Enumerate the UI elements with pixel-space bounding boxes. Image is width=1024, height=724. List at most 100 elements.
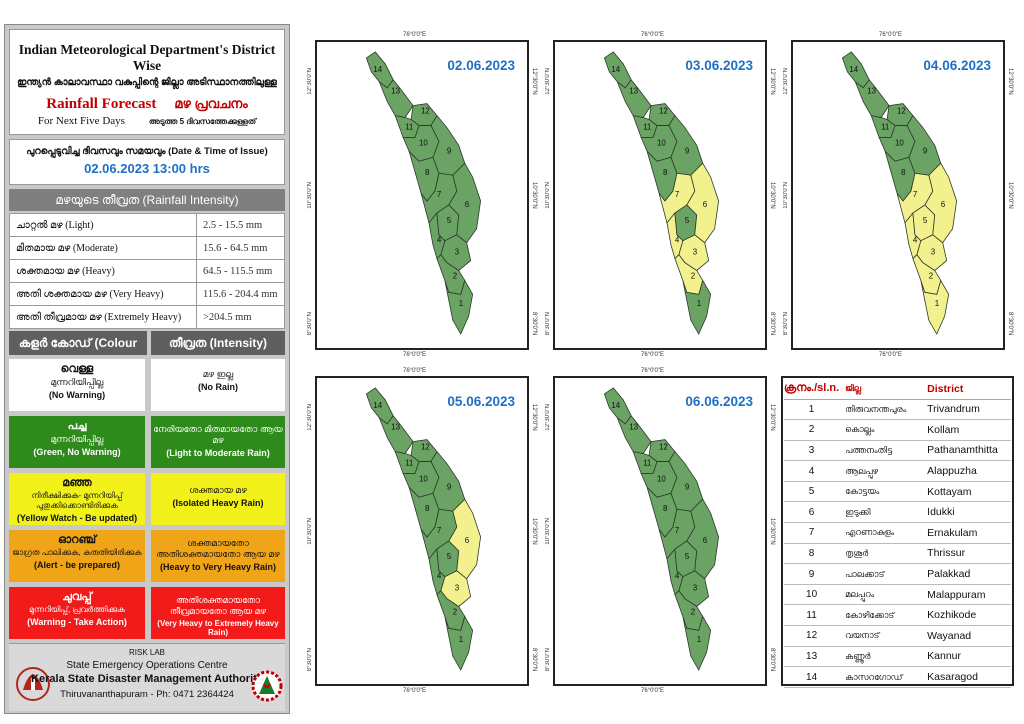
district-12: [648, 439, 676, 462]
lon-label-bottom: 76°0'0"E: [403, 688, 427, 694]
code-green: പച്ച മുന്നറിയിപ്പില്ല (Green, No Warning…: [9, 416, 145, 468]
district-number-label: 5: [685, 216, 690, 225]
intensity-label: അതി തീവ്രമായ മഴ (Extremely Heavy): [9, 305, 197, 329]
district-number: 13: [784, 646, 840, 668]
address-label: Thiruvananthapuram - Ph: 0471 2364424: [60, 689, 234, 700]
district-number-label: 10: [895, 138, 904, 147]
ksdma-label: Kerala State Disaster Management Authori…: [31, 673, 263, 685]
district-number-label: 4: [675, 236, 680, 245]
district-number: 8: [784, 543, 840, 565]
ksdma-logo-icon: [251, 670, 283, 702]
intensity-desc-ml: ശക്തമായ മഴ: [189, 485, 247, 495]
intensity-heading: മഴയുടെ തീവ്രത (Rainfall Intensity): [9, 189, 285, 211]
district-number-label: 5: [685, 552, 690, 561]
table-row: 7 എറണാകുളം Ernakulam: [784, 522, 1011, 544]
district-name-en: Kottayam: [923, 481, 1011, 503]
district-name-ml: കാസറഗോഡ്: [839, 666, 924, 688]
district-number-label: 10: [419, 138, 428, 147]
district-number-label: 8: [663, 504, 668, 513]
map-day-1: 02.06.2023 1 2 3 4 5 6 7 8 9 10 11 12 13 14 76°0'0"E 76…: [307, 32, 537, 358]
seoc-label: State Emergency Operations Centre: [66, 660, 228, 671]
table-row: 4 ആലപ്പുഴ Alappuzha: [784, 460, 1011, 482]
lat-label-top-right: 12°30'0"N: [1007, 68, 1013, 95]
map-date: 04.06.2023: [923, 58, 991, 73]
issue-box: പുറപ്പെടുവിച്ച ദിവസവും സമയവും (Date & Ti…: [9, 139, 285, 185]
issue-label: പുറപ്പെടുവിച്ച ദിവസവും സമയവും (Date & Ti…: [26, 146, 268, 157]
lat-label-mid-right: 10°30'0"N: [1007, 182, 1013, 209]
district-name-en: Ernakulam: [923, 522, 1011, 544]
district-name-ml: തൃശൂർ: [839, 543, 924, 565]
col-serial: ക്രനം./sl.n.: [784, 379, 840, 400]
title-en: Indian Meteorological Department's Distr…: [18, 42, 276, 73]
district-number-label: 6: [703, 536, 708, 545]
district-14: [603, 387, 632, 425]
lat-label-top: 12°30'0"N: [307, 68, 313, 95]
intensity-range: 64.5 - 115.5 mm: [196, 259, 285, 283]
lat-label-mid: 10°30'0"N: [545, 182, 551, 209]
lat-label-mid-right: 10°30'0"N: [531, 182, 537, 209]
intensity-desc-ml: ശക്തമായതോ അതിശക്തമായതോ ആയ മഴ: [156, 538, 280, 559]
lat-label-top: 12°30'0"N: [545, 68, 551, 95]
lon-label-bottom: 76°0'0"E: [641, 352, 665, 358]
code-desc-ml: നിരീക്ഷിക്കുക- മുന്നറിയിപ്പ് പുതുക്കിക്ക…: [31, 491, 123, 510]
district-number-label: 7: [675, 190, 680, 199]
lat-label-bot: 8°30'0"N: [545, 312, 551, 336]
district-name-en: Malappuram: [923, 584, 1011, 606]
intensity-white: മഴ ഇല്ല (No Rain): [151, 359, 285, 411]
intensity-desc-en: (Very Heavy to Extremely Heavy Rain): [157, 619, 279, 637]
district-number-label: 12: [659, 443, 668, 452]
district-number: 6: [784, 501, 840, 524]
next-days-ml: അടുത്ത 5 ദിവസത്തേക്കുള്ളത്: [148, 117, 257, 126]
district-name-en: Idukki: [923, 501, 1011, 524]
district-number-label: 4: [675, 572, 680, 581]
district-number-label: 6: [703, 200, 708, 209]
district-name-en: Kollam: [923, 419, 1011, 441]
district-number-label: 14: [611, 65, 620, 74]
table-row: 3 പത്തനംതിട്ട Pathanamthitta: [784, 440, 1011, 462]
colour-code-heading: കളർ കോഡ് (Colour Code): [9, 331, 147, 374]
col-district-ml: ജില്ല: [839, 379, 924, 400]
district-14: [365, 387, 394, 425]
lat-label-top: 12°30'0"N: [307, 404, 313, 431]
map-day-5: 06.06.2023 1 2 3 4 5 6 7 8 9 10 11 12 13 14 76°0'0"E 76…: [545, 368, 775, 694]
district-number-label: 3: [931, 248, 936, 257]
district-number-label: 8: [901, 168, 906, 177]
lat-label-mid-right: 10°30'0"N: [769, 182, 775, 209]
intensity-range: 15.6 - 64.5 mm: [196, 236, 285, 260]
district-number-label: 7: [675, 526, 680, 535]
table-row: 12 വയനാട് Wayanad: [784, 625, 1011, 647]
district-number-label: 2: [691, 607, 696, 616]
district-number-label: 1: [697, 299, 702, 308]
lat-label-bot-right: 8°30'0"N: [1007, 312, 1013, 336]
intensity-desc-ml: അതിശക്തമായതോ തീവ്രമായതോ ആയ മഴ: [169, 595, 267, 616]
district-number-label: 5: [447, 216, 452, 225]
intensity-range: 2.5 - 15.5 mm: [196, 213, 285, 237]
map-date: 05.06.2023: [447, 394, 515, 409]
district-name-en: Palakkad: [923, 563, 1011, 585]
code-name-ml: മഞ്ഞ: [62, 477, 92, 489]
lon-label-bottom: 76°0'0"E: [641, 688, 665, 694]
code-yellow: മഞ്ഞ നിരീക്ഷിക്കുക- മുന്നറിയിപ്പ് പുതുക്…: [9, 473, 145, 525]
map-date: 06.06.2023: [685, 394, 753, 409]
code-desc-ml: ജാഗ്രത പാലിക്കുക, കരുതിയിരിക്കുക: [12, 548, 142, 557]
district-number: 11: [784, 604, 840, 627]
table-row: 14 കാസറഗോഡ് Kasaragod: [784, 666, 1011, 688]
district-name-ml: ആലപ്പുഴ: [839, 460, 924, 482]
risk-lab-label: RISK LAB: [128, 648, 165, 657]
district-number-label: 12: [421, 107, 430, 116]
intensity-label: മിതമായ മഴ (Moderate): [9, 236, 197, 260]
district-14: [841, 51, 870, 89]
map-date: 03.06.2023: [685, 58, 753, 73]
lat-label-bot: 8°30'0"N: [307, 312, 313, 336]
district-number-label: 6: [941, 200, 946, 209]
district-number-label: 13: [391, 87, 400, 96]
district-number-label: 9: [447, 146, 452, 155]
lat-label-bot: 8°30'0"N: [545, 648, 551, 672]
district-number-label: 14: [849, 65, 858, 74]
lat-label-bot-right: 8°30'0"N: [769, 648, 775, 672]
code-white: വെള്ള മുന്നറിയിപ്പില്ല (No Warning): [9, 359, 145, 411]
intensity-col-heading: തീവ്രത (Intensity): [151, 331, 285, 355]
district-number: 10: [784, 584, 840, 606]
